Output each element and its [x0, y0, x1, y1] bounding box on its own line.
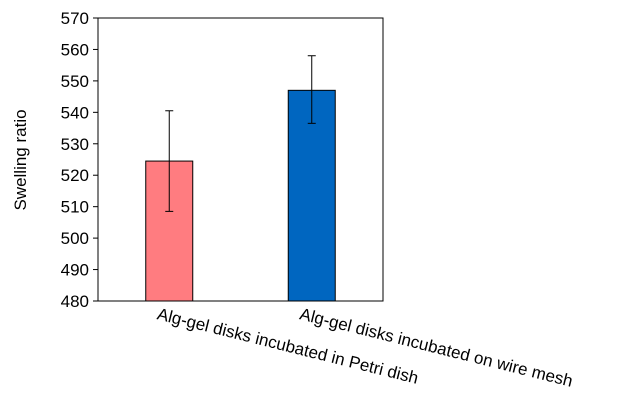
- y-tick-label: 520: [61, 166, 89, 185]
- category-labels: Alg-gel disks incubated in Petri dishAlg…: [155, 304, 574, 390]
- y-tick-label: 550: [61, 72, 89, 91]
- category-label-2: Alg-gel disks incubated on wire mesh: [298, 304, 575, 390]
- y-tick-label: 560: [61, 40, 89, 59]
- y-axis-ticks: 480 490 500 510 520 530 540 550 560 570: [61, 9, 98, 311]
- error-bars: [165, 55, 316, 212]
- y-tick-label: 480: [61, 292, 89, 311]
- plot-area: [97, 17, 384, 302]
- y-tick-label: 540: [61, 103, 89, 122]
- category-label-1: Alg-gel disks incubated in Petri dish: [155, 304, 420, 387]
- y-tick-label: 490: [61, 261, 89, 280]
- y-tick-label: 570: [61, 9, 89, 28]
- y-axis-title: Swelling ratio: [11, 109, 30, 210]
- y-tick-label: 510: [61, 198, 89, 217]
- y-tick-label: 530: [61, 135, 89, 154]
- bar-2: [287, 89, 336, 302]
- y-tick-label: 500: [61, 229, 89, 248]
